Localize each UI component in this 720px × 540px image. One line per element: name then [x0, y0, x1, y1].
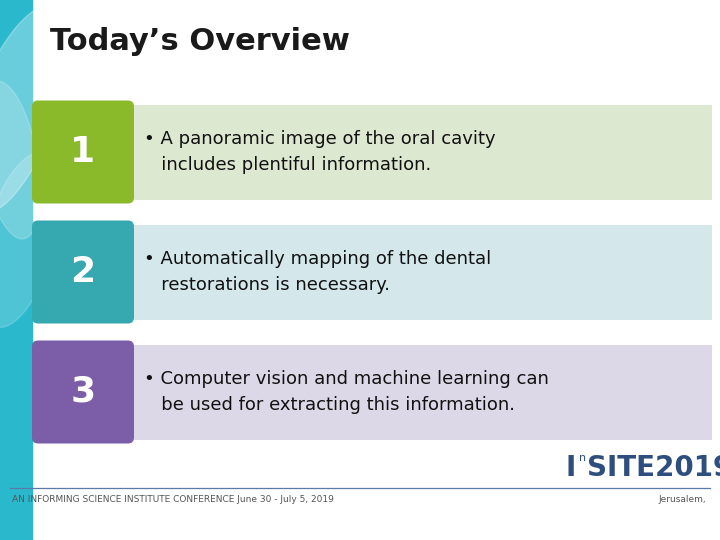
- Ellipse shape: [0, 6, 69, 214]
- Ellipse shape: [0, 81, 40, 239]
- FancyBboxPatch shape: [32, 220, 134, 323]
- Bar: [132, 345, 712, 440]
- FancyBboxPatch shape: [32, 341, 134, 443]
- Text: Today’s Overview: Today’s Overview: [50, 28, 350, 57]
- Bar: [132, 225, 712, 320]
- Text: Jerusalem,: Jerusalem,: [658, 496, 706, 504]
- Ellipse shape: [0, 153, 61, 327]
- Bar: [132, 105, 712, 199]
- Text: • Automatically mapping of the dental: • Automatically mapping of the dental: [144, 250, 491, 268]
- Text: 1: 1: [71, 135, 96, 169]
- Text: AN INFORMING SCIENCE INSTITUTE CONFERENCE June 30 - July 5, 2019: AN INFORMING SCIENCE INSTITUTE CONFERENC…: [12, 496, 334, 504]
- Text: 3: 3: [71, 375, 96, 409]
- Bar: [0, 0, 32, 540]
- Text: n: n: [579, 453, 586, 463]
- FancyBboxPatch shape: [32, 100, 134, 204]
- Text: restorations is necessary.: restorations is necessary.: [144, 276, 390, 294]
- Text: 2: 2: [71, 255, 96, 289]
- Text: • Computer vision and machine learning can: • Computer vision and machine learning c…: [144, 370, 549, 388]
- Text: includes plentiful information.: includes plentiful information.: [144, 156, 431, 174]
- Text: SITE2019: SITE2019: [587, 454, 720, 482]
- Text: I: I: [565, 454, 575, 482]
- Text: be used for extracting this information.: be used for extracting this information.: [144, 396, 515, 414]
- Text: • A panoramic image of the oral cavity: • A panoramic image of the oral cavity: [144, 130, 495, 148]
